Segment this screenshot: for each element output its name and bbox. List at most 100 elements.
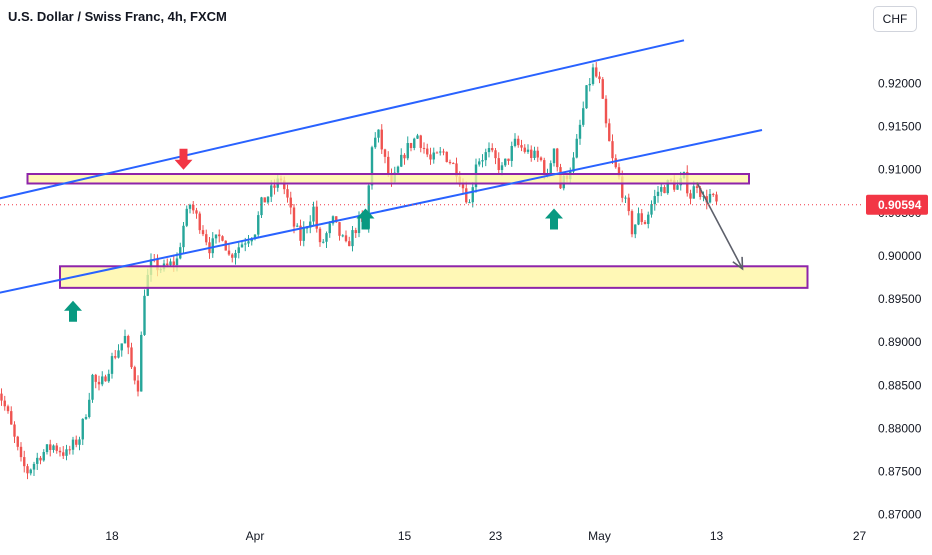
candle-body [42, 452, 45, 461]
candle-body [452, 163, 455, 165]
candle [328, 221, 331, 238]
candle [468, 199, 471, 204]
candle-body [575, 138, 578, 158]
candle-body [611, 141, 614, 159]
candle-body [49, 444, 52, 450]
candle-body [289, 197, 292, 208]
candle [234, 249, 237, 265]
candle-body [526, 149, 530, 152]
candle-body [182, 225, 185, 248]
candle [653, 189, 656, 211]
candle-body [234, 253, 237, 258]
down-arrow-marker [174, 148, 193, 170]
candle [520, 139, 523, 152]
candle-body [614, 158, 617, 168]
candle [179, 242, 182, 260]
candle-body [68, 449, 71, 451]
candle [448, 159, 452, 165]
up-arrow-marker [545, 208, 563, 230]
currency-button[interactable]: CHF [873, 6, 917, 32]
candle-body [322, 241, 325, 243]
candle [526, 144, 530, 154]
candle-body [406, 143, 409, 159]
candle [601, 77, 604, 99]
candle-body [172, 261, 175, 266]
candle-body [500, 165, 504, 171]
y-tick-label: 0.91000 [878, 163, 922, 177]
candle [637, 207, 640, 226]
candle-body [598, 76, 601, 80]
candle-body [445, 151, 448, 162]
candle-body [107, 373, 110, 382]
candle-body [91, 374, 94, 400]
candle [419, 134, 422, 153]
candle-body [517, 138, 520, 146]
candle-body [507, 158, 510, 161]
candle-body [13, 424, 16, 437]
candle [218, 229, 221, 243]
candle-body [432, 152, 435, 160]
candle [39, 455, 42, 465]
candle [643, 219, 647, 225]
candle [588, 78, 591, 92]
candle-body [497, 158, 500, 171]
candle-body [409, 143, 413, 148]
candle-body [588, 83, 591, 86]
candle-body [205, 234, 208, 243]
candle [309, 215, 312, 234]
candle-body [617, 167, 621, 177]
candle [97, 375, 101, 391]
candle-body [36, 457, 39, 464]
candle-body [387, 156, 390, 174]
candle-body [244, 243, 247, 245]
candle [396, 165, 400, 174]
candle-body [175, 258, 179, 266]
candle [221, 235, 224, 242]
candle [604, 95, 608, 128]
candle [169, 258, 172, 267]
candle-body [351, 230, 354, 247]
candle [257, 211, 260, 238]
candle-body [604, 98, 608, 124]
candle-body [504, 158, 507, 166]
candle-body [348, 241, 351, 247]
candle-body [552, 148, 556, 164]
candle-body [237, 247, 240, 254]
candle-body [578, 124, 582, 139]
candle-body [374, 137, 377, 148]
candle [403, 153, 406, 165]
candle [201, 225, 205, 237]
candle [78, 436, 81, 451]
candle [400, 148, 403, 168]
candle [71, 436, 75, 455]
y-tick-label: 0.87500 [878, 465, 922, 479]
candle [348, 236, 351, 247]
candle [88, 392, 91, 419]
candle-body [357, 215, 361, 234]
candle-body [224, 240, 227, 251]
candle [91, 373, 94, 403]
candle-body [712, 193, 715, 195]
candle [247, 234, 250, 248]
candle [117, 344, 120, 359]
candle-body [123, 335, 127, 344]
candle-body [484, 152, 487, 161]
y-tick-label: 0.88000 [878, 421, 922, 435]
candle-body [318, 228, 322, 243]
x-tick-label: 27 [853, 529, 867, 543]
candle-body [705, 196, 708, 203]
candle [387, 151, 390, 177]
x-tick-label: May [588, 529, 611, 543]
candle-body [471, 187, 474, 203]
candle [65, 444, 68, 461]
candle [647, 211, 650, 229]
candle-body [16, 436, 19, 447]
resistance-zone [26, 173, 750, 185]
candle-body [283, 180, 286, 190]
candle [660, 184, 663, 197]
candle-body [695, 186, 699, 188]
candle-body [218, 234, 221, 237]
candle-body [595, 67, 598, 77]
